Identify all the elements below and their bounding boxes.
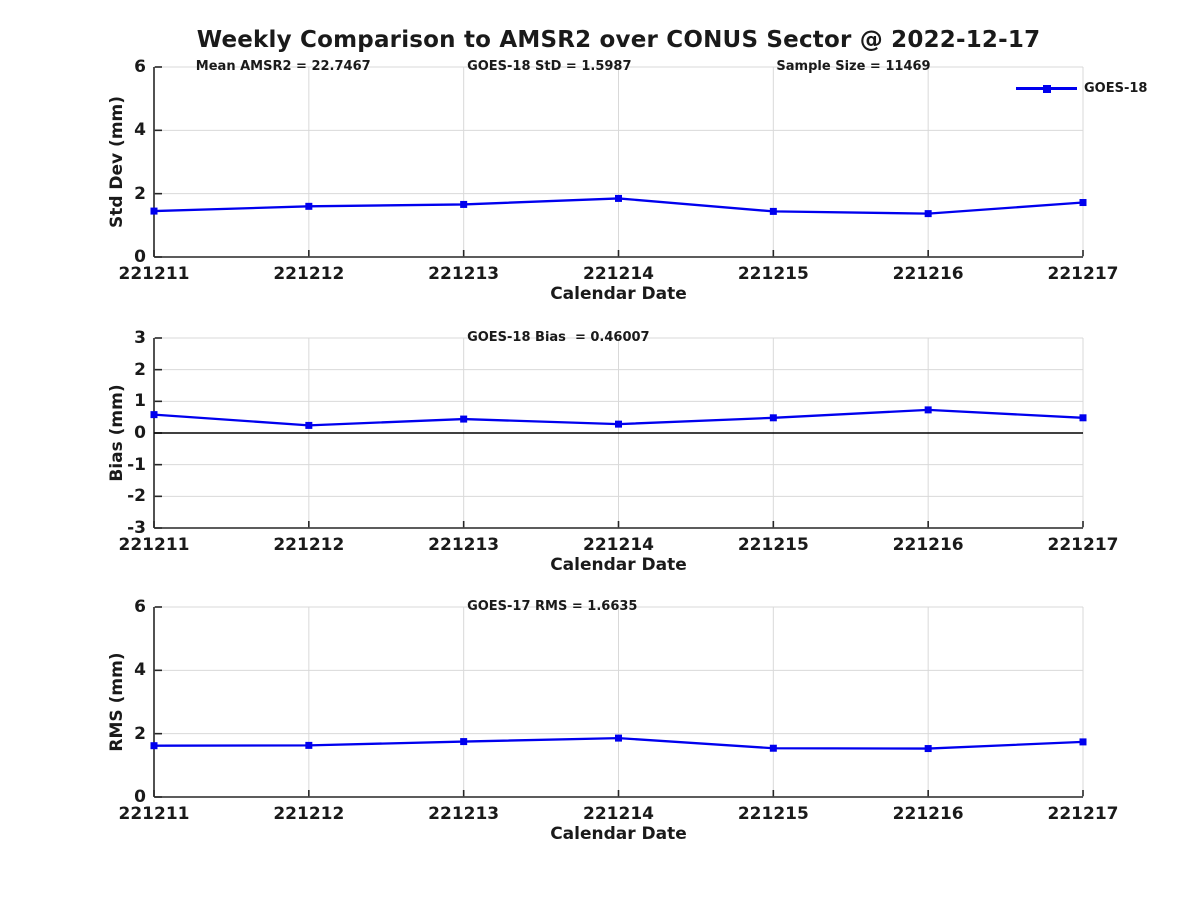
data-point-marker	[924, 406, 932, 414]
y-tick-label: 0	[134, 423, 146, 443]
y-tick-label: -3	[127, 518, 146, 538]
data-point-marker	[924, 210, 932, 218]
y-axis-label: Bias (mm)	[107, 384, 127, 482]
x-tick-label: 221213	[428, 264, 500, 284]
y-tick-label: -1	[127, 454, 146, 475]
x-tick-label: 221213	[428, 535, 500, 555]
x-axis-label: Calendar Date	[550, 284, 687, 304]
data-point-marker	[1079, 738, 1087, 746]
y-tick-label: 2	[134, 723, 146, 744]
x-tick-label: 221212	[273, 264, 345, 284]
data-point-marker	[769, 207, 777, 215]
legend-line-sample	[1016, 84, 1077, 93]
panel-stat-annotation: Mean AMSR2 = 22.7467	[195, 59, 371, 74]
legend: GOES-18	[1016, 81, 1147, 96]
x-tick-label: 221211	[118, 535, 190, 555]
y-tick-label: 6	[134, 57, 146, 77]
panel-stat-annotation: GOES-17 RMS = 1.6635	[467, 599, 638, 614]
y-tick-label: 6	[134, 597, 146, 617]
x-tick-label: 221216	[892, 804, 964, 824]
y-tick-label: 0	[134, 787, 146, 807]
legend-label: GOES-18	[1084, 81, 1148, 96]
y-tick-label: 4	[134, 120, 146, 141]
y-axis-label: Std Dev (mm)	[107, 95, 127, 229]
x-tick-label: 221214	[583, 264, 654, 284]
data-point-marker	[615, 194, 622, 202]
data-point-marker	[305, 741, 313, 749]
x-tick-label: 221217	[1047, 804, 1119, 824]
x-tick-label: 221212	[273, 535, 345, 555]
data-point-marker	[305, 202, 313, 210]
x-tick-label: 221217	[1047, 535, 1119, 555]
data-point-marker	[924, 745, 932, 753]
data-point-marker	[1079, 414, 1087, 422]
x-tick-label: 221216	[892, 535, 964, 555]
panel-stat-annotation: GOES-18 Bias = 0.46007	[467, 330, 650, 345]
data-point-marker	[150, 207, 158, 215]
data-point-marker	[150, 742, 158, 750]
panel-stat-annotation: GOES-18 StD = 1.5987	[467, 59, 632, 74]
y-tick-label: -2	[127, 486, 146, 507]
y-tick-label: 2	[134, 183, 146, 204]
x-tick-label: 221214	[583, 804, 654, 824]
x-axis-label: Calendar Date	[550, 555, 687, 575]
data-point-marker	[615, 420, 622, 428]
x-tick-label: 221215	[737, 804, 809, 824]
x-tick-label: 221214	[583, 535, 654, 555]
data-point-marker	[150, 411, 158, 419]
data-point-marker	[305, 421, 313, 429]
y-tick-label: 0	[134, 247, 146, 267]
data-point-marker	[460, 200, 468, 208]
x-tick-label: 221212	[273, 804, 345, 824]
y-tick-label: 1	[134, 391, 146, 412]
data-point-marker	[460, 738, 468, 746]
data-point-marker	[1079, 199, 1087, 207]
x-tick-label: 221213	[428, 804, 500, 824]
x-tick-label: 221215	[737, 264, 809, 284]
data-point-marker	[769, 744, 777, 752]
y-tick-label: 2	[134, 359, 146, 380]
figure-title: Weekly Comparison to AMSR2 over CONUS Se…	[196, 27, 1041, 53]
y-tick-label: 4	[134, 660, 146, 681]
x-axis-label: Calendar Date	[550, 824, 687, 844]
y-axis-label: RMS (mm)	[107, 652, 127, 752]
x-tick-label: 221211	[118, 804, 190, 824]
x-tick-label: 221216	[892, 264, 964, 284]
legend-square-marker-icon	[1042, 84, 1051, 93]
x-tick-label: 221215	[737, 535, 809, 555]
panel-stat-annotation: Sample Size = 11469	[776, 59, 931, 74]
data-point-marker	[769, 414, 777, 422]
data-point-marker	[460, 415, 468, 423]
data-point-marker	[615, 734, 622, 742]
x-tick-label: 221211	[118, 264, 190, 284]
y-tick-label: 3	[134, 328, 146, 348]
x-tick-label: 221217	[1047, 264, 1119, 284]
